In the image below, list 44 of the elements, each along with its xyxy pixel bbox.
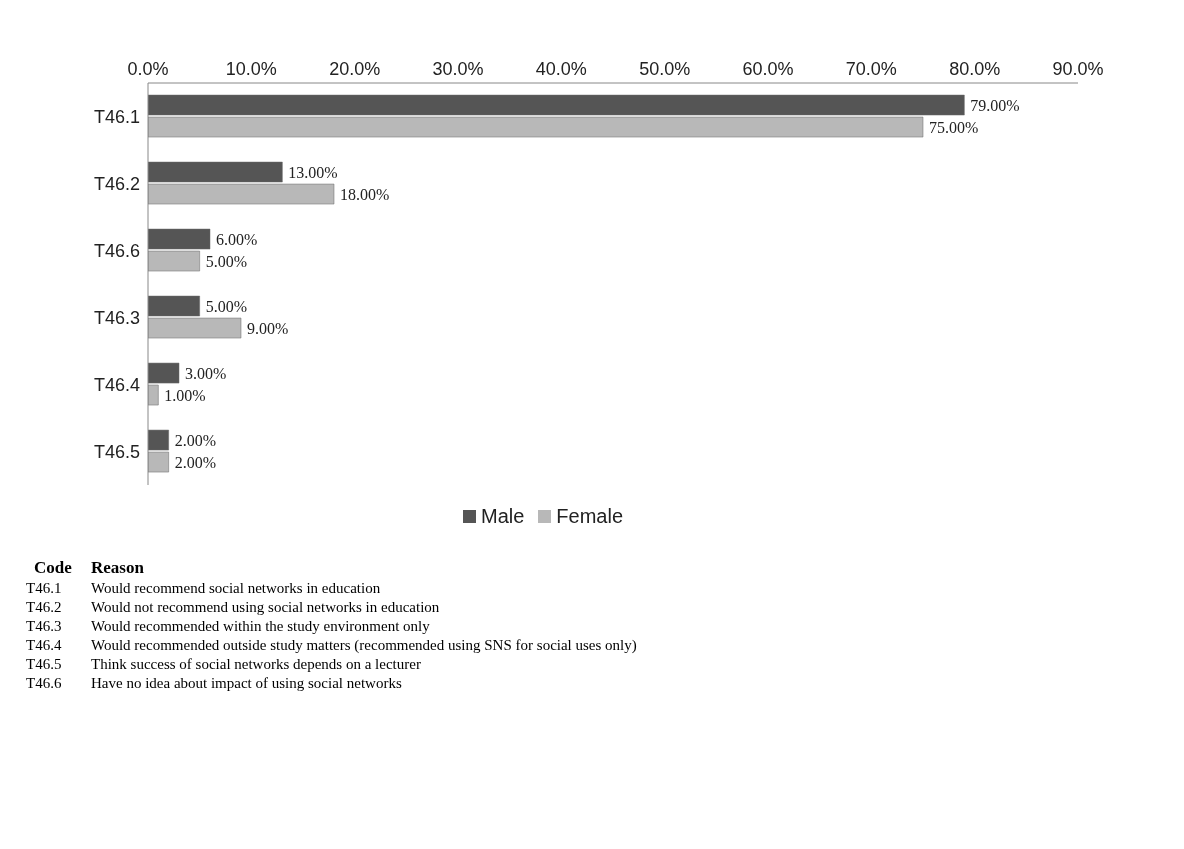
data-label: 6.00% <box>216 230 258 248</box>
text: Think success of social networks depends on a lecturer <box>91 656 422 673</box>
data-label: 5.00% <box>205 252 247 270</box>
text: T46.5 <box>26 656 63 673</box>
text: T46.2 <box>26 599 63 616</box>
y-tick-label: T46.4 <box>93 374 140 395</box>
x-tick-label: 10.0% <box>225 59 277 79</box>
data-label: 18.00% <box>340 185 390 203</box>
text: Would not recommend using social networks in education <box>91 599 441 616</box>
x-tick-label: 70.0% <box>845 59 897 79</box>
text: T46.4 <box>26 637 63 654</box>
y-tick-label: T46.6 <box>93 240 140 261</box>
x-tick-label: 50.0% <box>639 59 691 79</box>
data-label: 2.00% <box>174 453 216 471</box>
data-label: 75.00% <box>929 118 979 136</box>
y-tick-label: T46.1 <box>93 106 140 127</box>
data-label: 9.00% <box>247 319 289 337</box>
x-tick-label: 60.0% <box>742 59 794 79</box>
data-label: 79.00% <box>970 96 1020 114</box>
y-tick-label: T46.2 <box>93 173 140 194</box>
text: Code <box>33 558 73 578</box>
y-tick-label: T46.3 <box>93 307 140 328</box>
data-label: 2.00% <box>174 431 216 449</box>
x-tick-label: 40.0% <box>535 59 587 79</box>
y-tick-label: T46.5 <box>93 441 140 462</box>
text: Would recommend social networks in education <box>91 580 382 597</box>
text: Would recommended outside study matters (recommended using SNS for social uses only) <box>91 637 638 654</box>
x-tick-label: 30.0% <box>432 59 484 79</box>
text: Reason <box>91 558 145 578</box>
legend-label: Female <box>555 505 624 528</box>
x-tick-label: 0.0% <box>127 59 169 79</box>
data-label: 1.00% <box>164 386 206 404</box>
text: Have no idea about impact of using social networks <box>91 675 403 692</box>
x-tick-label: 90.0% <box>1052 59 1104 79</box>
x-tick-label: 20.0% <box>329 59 381 79</box>
x-tick-label: 80.0% <box>949 59 1001 79</box>
text: T46.3 <box>26 618 63 635</box>
text: T46.6 <box>26 675 63 692</box>
text: T46.1 <box>26 580 63 597</box>
legend-label: Male <box>479 505 525 528</box>
data-label: 5.00% <box>205 297 247 315</box>
text: Would recommended within the study environment only <box>91 618 431 635</box>
data-label: 13.00% <box>288 163 338 181</box>
data-label: 3.00% <box>185 364 227 382</box>
